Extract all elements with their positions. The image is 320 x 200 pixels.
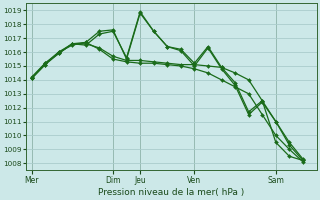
- X-axis label: Pression niveau de la mer( hPa ): Pression niveau de la mer( hPa ): [98, 188, 244, 197]
